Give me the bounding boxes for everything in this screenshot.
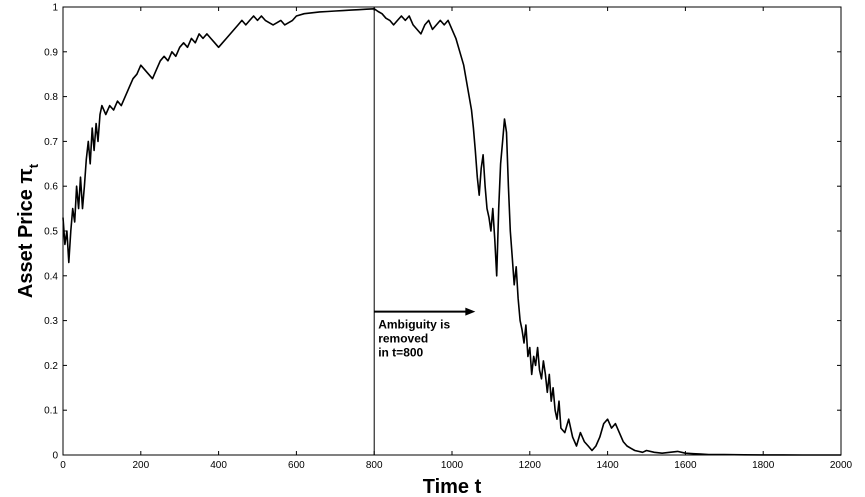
y-tick-label: 0.8 — [44, 92, 58, 103]
annotation-line-2: removed — [378, 332, 428, 346]
annotation-arrow-head — [465, 307, 476, 316]
x-tick-label: 200 — [132, 460, 149, 471]
y-tick-label: 1 — [52, 3, 58, 14]
y-tick-label: 0.7 — [44, 137, 58, 148]
x-tick-label: 1200 — [519, 460, 542, 471]
x-tick-label: 1600 — [674, 460, 697, 471]
y-axis-title-main: Asset Price π — [15, 168, 37, 298]
plot-background — [63, 7, 841, 455]
x-tick-label: 400 — [210, 460, 227, 471]
x-tick-label: 1400 — [596, 460, 619, 471]
x-tick-label: 600 — [288, 460, 305, 471]
series-line — [62, 8, 841, 456]
y-tick-label: 0.9 — [44, 47, 58, 58]
annotation-line-3: in t=800 — [378, 346, 423, 360]
x-tick-label: 2000 — [830, 460, 853, 471]
y-tick-label: 0.4 — [44, 271, 58, 282]
y-tick-label: 0.6 — [44, 182, 58, 193]
y-tick-label: 0.1 — [44, 406, 58, 417]
y-axis-title-subscript: t — [26, 163, 41, 168]
x-tick-label: 1000 — [441, 460, 464, 471]
x-tick-label: 800 — [366, 460, 383, 471]
annotation-line-1: Ambiguity is — [378, 318, 450, 332]
x-axis-title: Time t — [423, 476, 482, 497]
y-tick-label: 0.2 — [44, 361, 58, 372]
annotation: Ambiguity is removed in t=800 — [374, 307, 476, 360]
x-tick-label: 1800 — [752, 460, 775, 471]
y-tick-label: 0.3 — [44, 316, 58, 327]
y-axis-title: Asset Price πt — [15, 163, 41, 298]
y-tick-label: 0.5 — [44, 227, 58, 238]
svg-text:Asset Price πt: Asset Price πt — [15, 163, 41, 298]
x-tick-label: 0 — [60, 460, 66, 471]
y-tick-label: 0 — [52, 451, 58, 462]
